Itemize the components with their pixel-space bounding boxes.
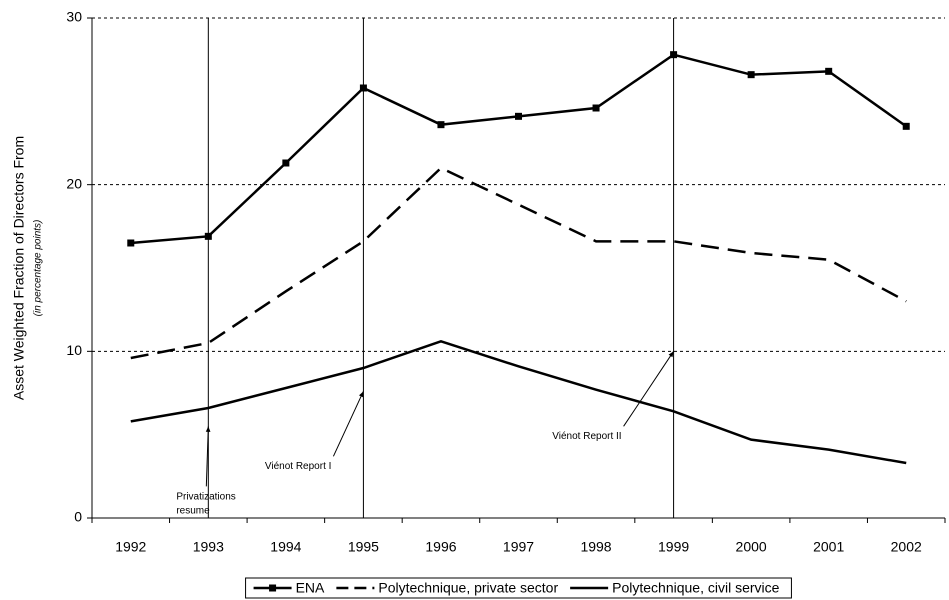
legend-box — [245, 577, 792, 599]
marker — [515, 112, 522, 120]
marker — [592, 104, 600, 112]
x-tick-label: 2000 — [736, 539, 767, 555]
marker — [437, 121, 445, 129]
y-tick-label: 30 — [66, 9, 82, 25]
legend-label: ENA — [296, 580, 325, 596]
annotation: Privatizations resume — [176, 491, 235, 516]
y-axis-sublabel: (in percentage points) — [33, 220, 44, 317]
x-tick-label: 1992 — [115, 539, 146, 555]
marker — [902, 122, 910, 130]
arrow-head — [668, 351, 674, 358]
x-tick-label: 1995 — [348, 539, 379, 555]
marker — [747, 71, 755, 79]
arrow-head — [358, 391, 364, 398]
x-tick-label: 1999 — [658, 539, 689, 555]
x-tick-label: 1994 — [270, 539, 301, 555]
marker — [670, 51, 678, 59]
series-line — [130, 340, 907, 465]
x-tick-label: 1993 — [193, 539, 224, 555]
annotation: Viénot Report II — [552, 431, 621, 442]
arrow-head — [205, 426, 211, 432]
x-tick-label: 1997 — [503, 539, 534, 555]
marker — [204, 232, 212, 240]
legend: ENA Polytechnique, private sector Polytech… — [245, 577, 792, 599]
marker — [127, 239, 135, 247]
x-tick-label: 2001 — [813, 539, 844, 555]
y-tick-label: 10 — [66, 342, 82, 358]
legend-label: Polytechnique, private sector — [378, 580, 558, 596]
series-line — [130, 166, 907, 360]
annotation-arrow — [332, 391, 364, 457]
annotation-arrow — [205, 426, 209, 487]
x-tick-label: 2002 — [891, 539, 922, 555]
series-line — [130, 53, 907, 245]
marker — [359, 84, 367, 92]
legend-label: Polytechnique, civil service — [612, 580, 780, 596]
y-tick-label: 0 — [74, 509, 82, 525]
x-tick-label: 1998 — [580, 539, 611, 555]
annotation-arrow — [623, 351, 675, 427]
annotation: Viénot Report I — [265, 461, 332, 472]
y-tick-label: 20 — [66, 175, 82, 191]
y-axis-label: Asset Weighted Fraction of Directors Fro… — [11, 136, 27, 400]
marker — [282, 159, 290, 167]
marker — [825, 67, 833, 75]
legend-marker — [269, 584, 277, 592]
x-tick-label: 1996 — [425, 539, 456, 555]
